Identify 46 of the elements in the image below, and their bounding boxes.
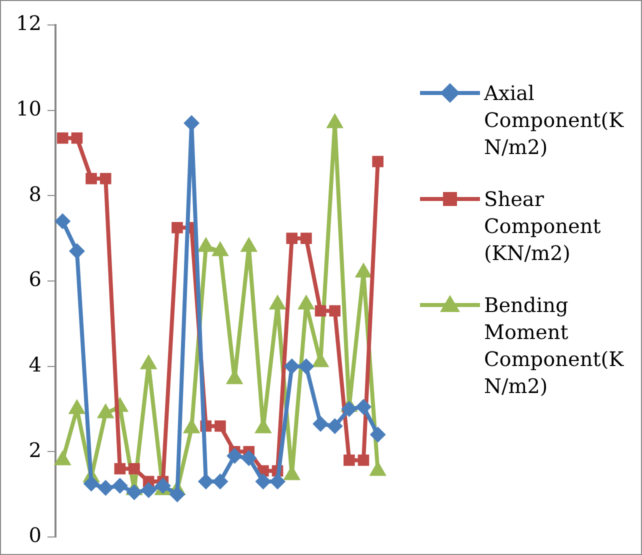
y-tick-label: 8 [28, 182, 42, 206]
y-tick-label: 4 [28, 352, 42, 377]
point [71, 132, 83, 144]
point [240, 450, 257, 466]
y-tick-label: 6 [28, 267, 42, 292]
point [270, 474, 286, 490]
point [344, 454, 355, 466]
point [356, 398, 372, 415]
point [83, 476, 100, 492]
point [172, 222, 183, 234]
point [341, 401, 358, 417]
y-tick-label: 12 [16, 11, 42, 36]
point [68, 243, 85, 260]
y-tick-label: 0 [28, 523, 42, 548]
point [56, 132, 68, 144]
point [298, 358, 314, 374]
point [169, 486, 186, 502]
point [329, 305, 341, 317]
y-tick-label: 10 [16, 96, 42, 121]
point [370, 426, 386, 443]
point [314, 305, 326, 317]
point [128, 463, 140, 474]
point [226, 448, 243, 464]
point [212, 474, 228, 490]
point [198, 474, 214, 490]
point [140, 482, 157, 498]
point [86, 172, 97, 184]
point [312, 416, 329, 432]
point [114, 463, 126, 474]
point [286, 232, 298, 244]
point [358, 454, 370, 466]
point [126, 484, 142, 500]
legend-label: Bending Moment Component(KN/m2) [484, 292, 625, 400]
legend-label: Shear Component (KN/m2) [484, 186, 602, 267]
point [255, 474, 272, 490]
point [372, 156, 384, 168]
point [98, 480, 114, 496]
legend-label: Axial Component(KN/m2) [484, 80, 625, 161]
point [214, 420, 226, 432]
point [326, 418, 343, 434]
point [54, 213, 71, 230]
point [300, 232, 312, 244]
y-tick-label: 2 [28, 438, 42, 462]
point [284, 358, 300, 374]
point [100, 172, 112, 184]
point [112, 478, 128, 494]
